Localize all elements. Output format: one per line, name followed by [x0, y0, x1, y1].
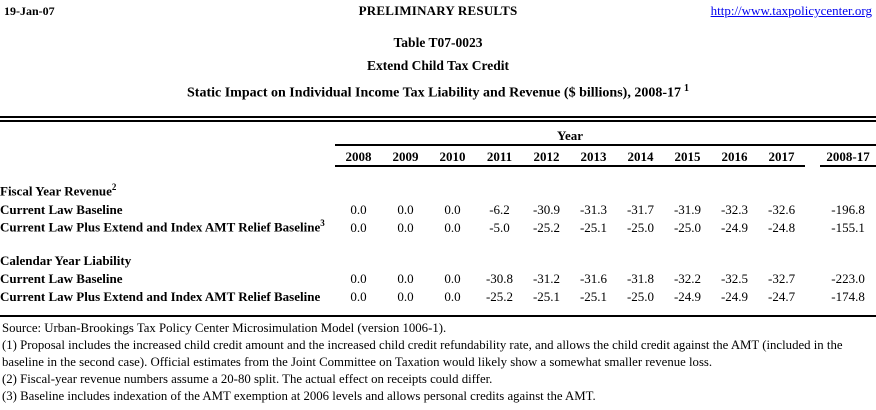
value-cell: -25.0 [626, 288, 655, 304]
value-cell: -31.7 [626, 201, 655, 217]
title-block: Table T07-0023 Extend Child Tax Credit S… [0, 35, 876, 102]
value-cell: -6.2 [489, 201, 510, 217]
stub-cell [0, 122, 335, 145]
value-cell: 0.0 [444, 201, 461, 217]
value-cell: -25.1 [579, 288, 608, 304]
impact-table: Year 2008 2009 2010 2011 2012 2013 2014 … [0, 121, 876, 305]
title-footnote-marker: 1 [683, 83, 689, 94]
value-cell: 0.0 [397, 201, 414, 217]
value-cell: -24.7 [767, 288, 796, 304]
year-group-row: Year [0, 121, 876, 146]
value-cell: -174.8 [831, 288, 865, 304]
value-cell: -155.1 [831, 219, 865, 235]
column-gap [805, 218, 820, 236]
column-header-2014: 2014 [617, 144, 664, 167]
value-cell: -24.9 [673, 288, 702, 304]
column-header-2010: 2010 [429, 144, 476, 167]
table-row: Current Law Baseline 0.0 0.0 0.0 -30.8 -31.2 -… [0, 269, 876, 287]
value-cell: 0.0 [350, 201, 367, 217]
value-cell: -24.9 [720, 219, 749, 235]
column-header-2012: 2012 [523, 144, 570, 167]
value-cell: 0.0 [350, 288, 367, 304]
value-cell: -25.2 [485, 288, 514, 304]
value-cell: -24.9 [720, 288, 749, 304]
value-cell: -32.7 [767, 270, 796, 286]
column-header-2009: 2009 [382, 144, 429, 167]
value-cell: -25.0 [673, 219, 702, 235]
section-label: Fiscal Year Revenue2 [0, 182, 117, 199]
section-header-row: Calendar Year Liability [0, 236, 876, 269]
value-cell: 0.0 [444, 270, 461, 286]
table-row: Current Law Plus Extend and Index AMT Re… [0, 218, 876, 236]
taxpolicycenter-link[interactable]: http://www.taxpolicycenter.org [710, 3, 872, 18]
value-cell: -30.8 [485, 270, 514, 286]
value-cell: 0.0 [350, 219, 367, 235]
row-label: Current Law Plus Extend and Index AMT Re… [0, 288, 321, 304]
year-group-rule-extension [820, 121, 876, 146]
column-gap [805, 145, 820, 166]
table-row: Current Law Baseline 0.0 0.0 0.0 -6.2 -30.9 -3… [0, 200, 876, 218]
section-label: Calendar Year Liability [0, 252, 132, 268]
value-cell: 0.0 [397, 288, 414, 304]
table-description-text: Static Impact on Individual Income Tax L… [187, 85, 681, 101]
value-cell: -25.0 [626, 219, 655, 235]
value-cell: -223.0 [831, 270, 865, 286]
value-cell: -32.6 [767, 201, 796, 217]
bottom-rule [0, 314, 876, 317]
value-cell: -25.1 [532, 288, 561, 304]
table-subject-title: Extend Child Tax Credit [367, 58, 509, 73]
value-cell: 0.0 [397, 219, 414, 235]
value-cell: -24.8 [767, 219, 796, 235]
footnote-1: (1) Proposal includes the increased chil… [2, 337, 843, 369]
value-cell: 0.0 [444, 219, 461, 235]
source-note: Source: Urban-Brookings Tax Policy Cente… [2, 320, 447, 335]
column-header-2013: 2013 [570, 144, 617, 167]
footnote-2: (2) Fiscal-year revenue numbers assume a… [2, 371, 493, 386]
value-cell: -31.6 [579, 270, 608, 286]
year-group-label: Year [335, 121, 806, 146]
column-header-2017: 2017 [758, 144, 806, 167]
row-label: Current Law Baseline [0, 201, 123, 217]
row-label: Current Law Plus Extend and Index AMT Re… [0, 218, 325, 235]
value-cell: -31.2 [532, 270, 561, 286]
column-header-2008: 2008 [335, 144, 382, 167]
value-cell: -32.2 [673, 270, 702, 286]
value-cell: -30.9 [532, 201, 561, 217]
section-header-row: Fiscal Year Revenue2 [0, 166, 876, 200]
column-header-2011: 2011 [476, 144, 523, 167]
date-label: 19-Jan-07 [4, 4, 55, 18]
stub-cell [0, 145, 335, 166]
value-cell: -32.3 [720, 201, 749, 217]
value-cell: -32.5 [720, 270, 749, 286]
top-double-rule [0, 115, 876, 122]
column-gap [805, 287, 820, 305]
value-cell: -25.2 [532, 219, 561, 235]
row-label: Current Law Baseline [0, 270, 123, 286]
value-cell: -31.3 [579, 201, 608, 217]
column-header-2016: 2016 [711, 144, 758, 167]
column-gap [805, 269, 820, 287]
table-number-title: Table T07-0023 [393, 35, 483, 50]
value-cell: -5.0 [489, 219, 510, 235]
footnotes-block: Source: Urban-Brookings Tax Policy Cente… [0, 317, 876, 405]
page-top-bar: 19-Jan-07 PRELIMINARY RESULTS http://www… [0, 0, 876, 20]
column-header-2008-17: 2008-17 [820, 144, 876, 167]
value-cell: -31.9 [673, 201, 702, 217]
value-cell: 0.0 [444, 288, 461, 304]
value-cell: 0.0 [397, 270, 414, 286]
column-header-2015: 2015 [664, 144, 711, 167]
column-gap [805, 200, 820, 218]
value-cell: -25.1 [579, 219, 608, 235]
value-cell: 0.0 [350, 270, 367, 286]
value-cell: -196.8 [831, 201, 865, 217]
table-description-title: Static Impact on Individual Income Tax L… [0, 83, 876, 102]
year-group-rule-extension [805, 121, 821, 146]
preliminary-results-label: PRELIMINARY RESULTS [358, 3, 518, 18]
footnote-3: (3) Baseline includes indexation of the … [2, 388, 596, 403]
year-header-row: 2008 2009 2010 2011 2012 2013 2014 2015 … [0, 144, 876, 167]
value-cell: -31.8 [626, 270, 655, 286]
table-row: Current Law Plus Extend and Index AMT Re… [0, 287, 876, 305]
